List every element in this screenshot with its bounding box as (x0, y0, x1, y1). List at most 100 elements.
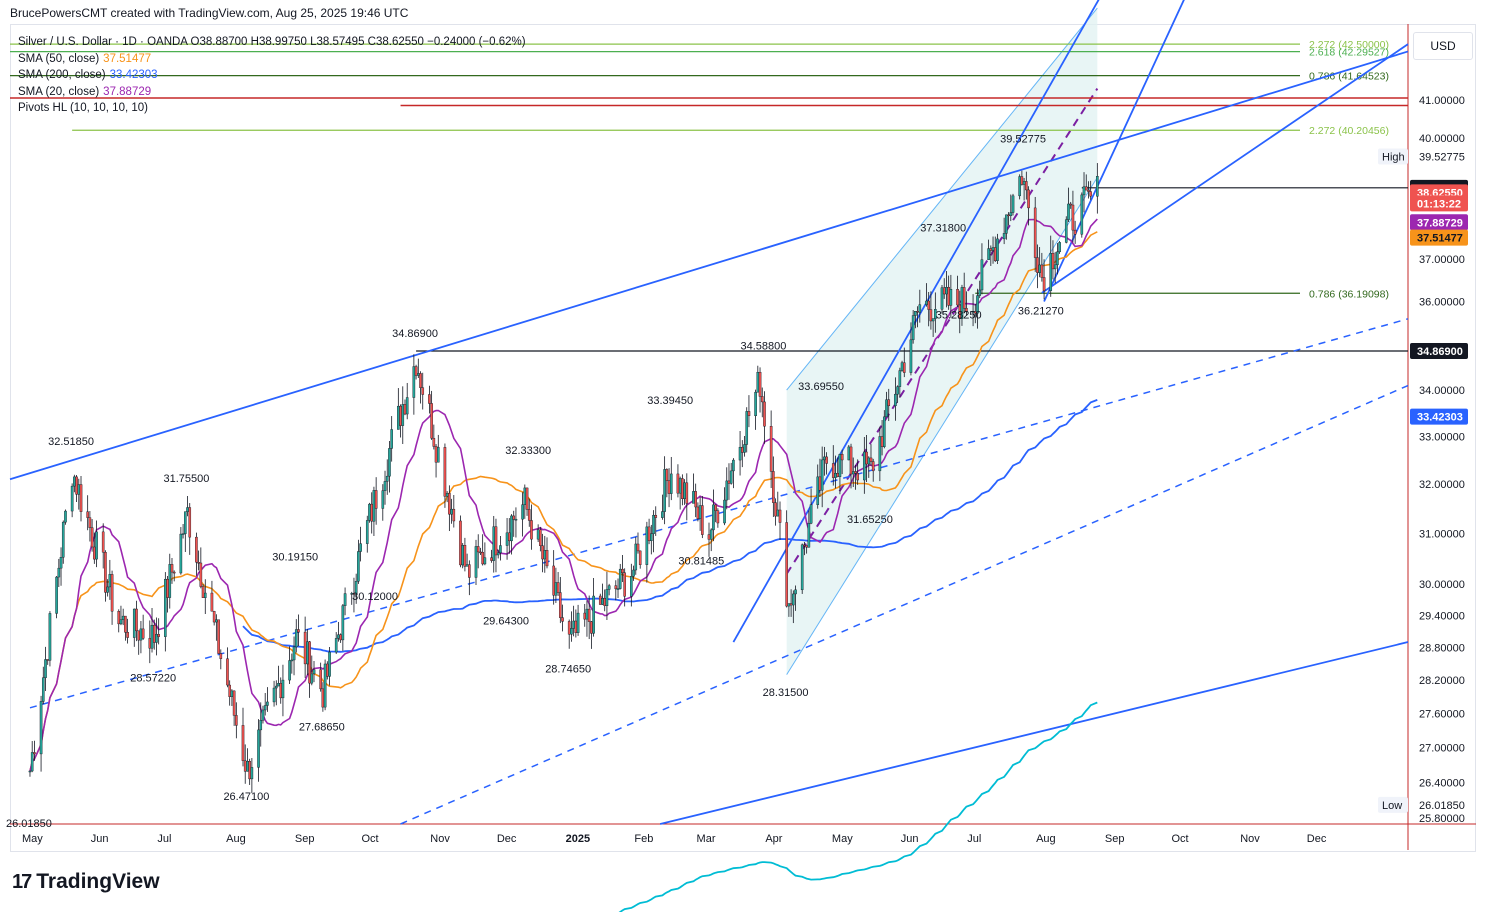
candle-body (476, 546, 480, 553)
candle-body (632, 569, 635, 577)
candle-body (132, 608, 136, 638)
candle-body (663, 469, 666, 512)
trendline-4 (659, 641, 1409, 825)
legend-pivots[interactable]: Pivots HL (10, 10, 10, 10) (18, 102, 148, 114)
candle-body (800, 544, 804, 591)
badge-tag-bg-0 (1378, 148, 1408, 165)
candle-body (33, 752, 36, 755)
candle-body (714, 504, 717, 511)
candle-body (235, 715, 238, 726)
candle-body (334, 638, 338, 653)
y-tick-label-14: 26.40000 (1419, 777, 1465, 789)
badge-tag-0: High (1382, 152, 1405, 164)
candle-body (468, 564, 471, 578)
candle-body (669, 473, 673, 494)
candle-body (769, 426, 773, 472)
candle-body (73, 476, 76, 487)
candle-body (934, 309, 937, 319)
pivot-label-18: 35.28250 (936, 310, 982, 322)
candle-body (248, 761, 251, 780)
candle-body (195, 536, 198, 563)
candle-body (95, 531, 98, 560)
y-tick-label-9: 29.40000 (1419, 610, 1465, 622)
candle-body (838, 454, 842, 477)
regression-channel-upper (786, 7, 1098, 391)
y-tick-label-10: 28.80000 (1419, 642, 1465, 654)
candle-body (823, 456, 826, 461)
candle-body (292, 646, 296, 661)
legend-sma200[interactable]: SMA (200, close) 33.42303 (18, 69, 158, 81)
candle-body (479, 551, 482, 554)
y-tick-label-8: 30.00000 (1419, 579, 1465, 591)
candle-body (481, 552, 484, 565)
candle-body (1089, 191, 1092, 197)
candle-body (621, 568, 624, 573)
candle-body (499, 545, 502, 554)
candle-body (778, 509, 782, 523)
tradingview-logo-icon: 17 (12, 870, 32, 893)
x-tick-label-8: 2025 (566, 833, 590, 845)
candle-body (650, 533, 653, 542)
tradingview-brand[interactable]: 17 TradingView (12, 870, 160, 894)
candle-body (186, 507, 189, 512)
candle-body (1073, 229, 1077, 235)
candle-body (326, 663, 329, 677)
candle-body (1087, 189, 1090, 192)
pivot-label-6: 27.68650 (299, 722, 345, 734)
candle-body (164, 578, 167, 637)
candle-body (667, 480, 671, 494)
candle-body (494, 526, 498, 556)
candle-body (1027, 189, 1030, 209)
badge-text-7: 34.86900 (1417, 346, 1463, 358)
symbol-ohlc-line[interactable]: Silver / U.S. Dollar · 1D · OANDA O38.88… (18, 36, 526, 48)
pivot-label-2: 28.57220 (130, 673, 176, 685)
y-tick-label-0: 41.00000 (1419, 95, 1465, 107)
candle-body (137, 630, 141, 641)
candle-body (188, 507, 192, 538)
y-tick-label-4: 34.00000 (1419, 385, 1465, 397)
candle-body (756, 371, 760, 393)
candle-body (1080, 194, 1084, 235)
candle-body (701, 505, 704, 535)
candle-body (368, 503, 371, 521)
legend-sma50[interactable]: SMA (50, close) 37.51477 (18, 52, 152, 65)
candle-body (898, 370, 902, 387)
candle-body (831, 463, 835, 478)
candle-body (510, 515, 513, 542)
candle-body (1067, 203, 1070, 220)
candle-body (854, 471, 857, 474)
candle-body (110, 574, 114, 612)
candle-body (856, 473, 859, 481)
candle-body (274, 685, 278, 689)
candle-body (228, 684, 231, 697)
candle-body (41, 677, 45, 702)
candle-body (929, 309, 933, 322)
candle-body (652, 514, 655, 534)
candle-body (902, 362, 906, 373)
badge-bg-8 (1410, 408, 1468, 425)
candle-body (179, 533, 183, 574)
candle-body (530, 520, 533, 540)
candle-body (419, 373, 422, 388)
candle-body (723, 499, 726, 524)
candle-body (452, 508, 456, 522)
candle-body (403, 404, 407, 415)
candle-body (321, 688, 325, 708)
candle-body (743, 444, 746, 453)
candle-body (257, 729, 260, 768)
candle-body (430, 403, 433, 439)
candle-body (272, 687, 276, 703)
legend-sma20[interactable]: SMA (20, close) 37.88729 (18, 85, 152, 98)
currency-button[interactable]: USD (1413, 32, 1473, 60)
candle-body (57, 567, 61, 578)
candle-body (79, 484, 83, 512)
candle-body (290, 659, 294, 662)
candle-body (121, 615, 125, 620)
pivot-label-7: 30.12000 (352, 591, 398, 603)
trendline-3 (1043, 0, 1185, 302)
candle-body (461, 545, 464, 566)
candle-body (707, 534, 711, 540)
x-tick-label-5: Oct (361, 833, 378, 845)
x-tick-label-15: Aug (1036, 833, 1056, 845)
